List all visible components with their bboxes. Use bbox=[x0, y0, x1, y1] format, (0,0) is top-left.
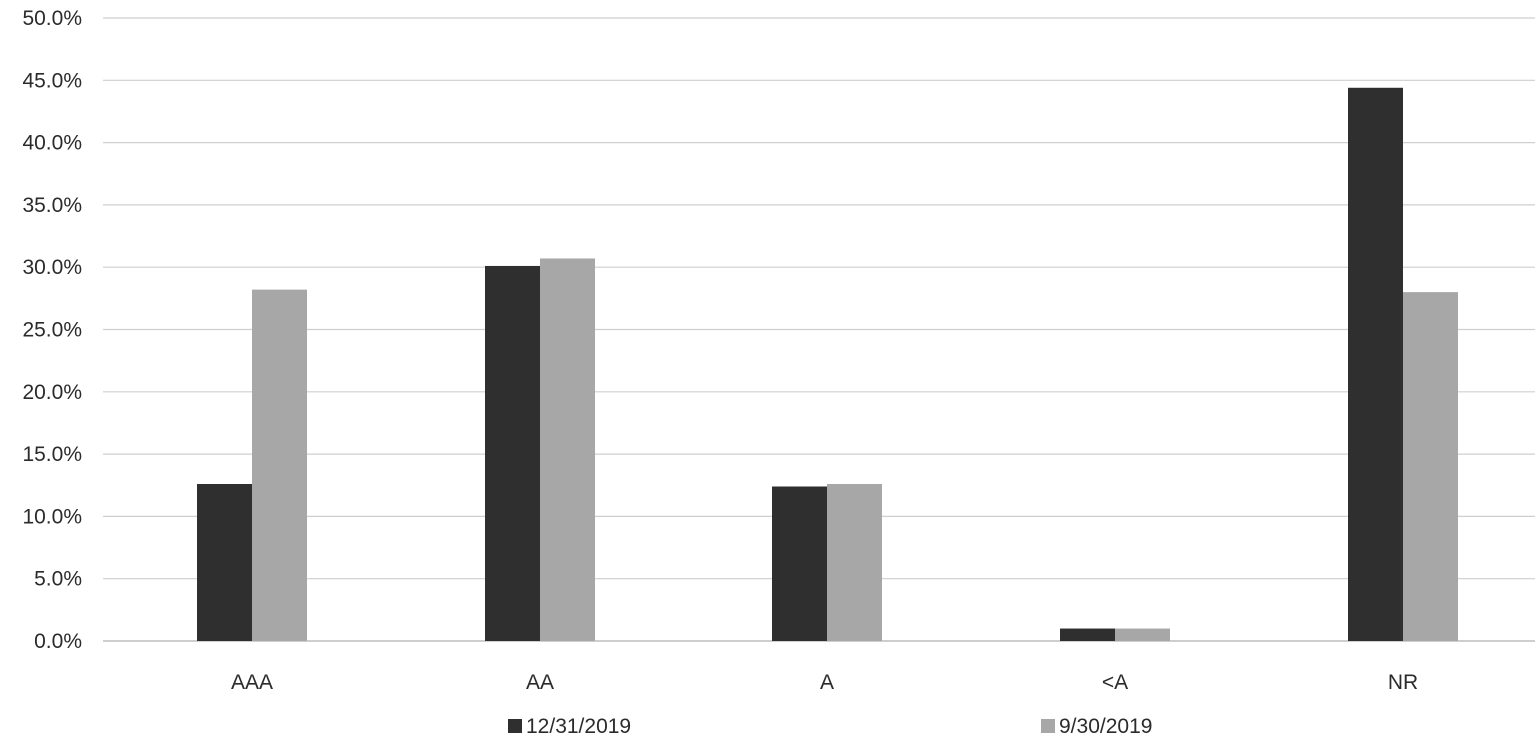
legend-label: 9/30/2019 bbox=[1059, 715, 1152, 738]
legend-swatch bbox=[1041, 719, 1055, 733]
bar-series-2-AAA bbox=[252, 289, 307, 641]
x-category-label: A bbox=[820, 671, 834, 694]
legend-item: 12/31/2019 bbox=[508, 715, 631, 738]
bars bbox=[197, 87, 1458, 641]
bar-series-2-NR bbox=[1403, 292, 1458, 641]
bar-series-1-A bbox=[772, 486, 827, 641]
y-tick-label: 50.0% bbox=[22, 7, 82, 30]
y-tick-label: 35.0% bbox=[22, 194, 82, 217]
y-tick-label: 15.0% bbox=[22, 443, 82, 466]
bar-series-2-AA bbox=[540, 258, 595, 641]
bar-series-1-NR bbox=[1348, 87, 1403, 641]
x-category-label: NR bbox=[1388, 671, 1418, 694]
y-tick-label: 25.0% bbox=[22, 319, 82, 342]
y-tick-label: 40.0% bbox=[22, 132, 82, 155]
bar-series-1-AA bbox=[485, 265, 540, 641]
y-tick-label: 45.0% bbox=[22, 69, 82, 92]
bar-series-1-<A bbox=[1060, 628, 1115, 641]
y-tick-label: 5.0% bbox=[34, 568, 82, 591]
x-category-label: AA bbox=[526, 671, 554, 694]
y-axis-ticks: 0.0% 5.0% 10.0% 15.0% 20.0% 25.0% 30.0% 35.0% 40… bbox=[22, 7, 82, 653]
legend: 12/31/2019 9/30/2019 bbox=[508, 715, 1152, 738]
x-category-label: AAA bbox=[231, 671, 273, 694]
y-tick-label: 30.0% bbox=[22, 256, 82, 279]
legend-item: 9/30/2019 bbox=[1041, 715, 1152, 738]
legend-swatch bbox=[508, 719, 522, 733]
x-axis-categories: AAA AA A <A NR bbox=[231, 671, 1418, 694]
bar-series-1-AAA bbox=[197, 484, 252, 641]
y-tick-label: 10.0% bbox=[22, 505, 82, 528]
legend-label: 12/31/2019 bbox=[526, 715, 631, 738]
bar-series-2-<A bbox=[1115, 628, 1170, 641]
y-tick-label: 20.0% bbox=[22, 381, 82, 404]
grid-lines bbox=[103, 17, 1535, 642]
y-tick-label: 0.0% bbox=[34, 630, 82, 653]
bar-series-2-A bbox=[827, 484, 882, 641]
x-category-label: <A bbox=[1102, 671, 1128, 694]
